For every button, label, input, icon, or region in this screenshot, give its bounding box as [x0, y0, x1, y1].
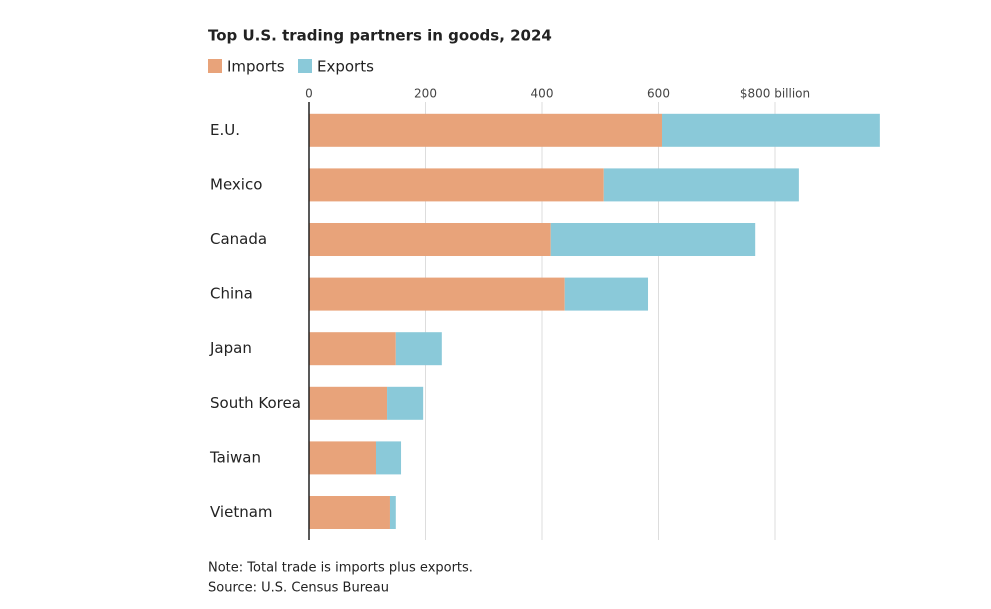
legend-swatch	[208, 59, 222, 73]
bar	[309, 441, 376, 475]
legend-swatch	[298, 59, 312, 73]
x-tick-label: 0	[305, 87, 313, 101]
bar	[309, 223, 551, 256]
x-tick-label: 200	[414, 87, 437, 101]
category-label: Mexico	[210, 175, 262, 193]
legend-label: Exports	[317, 58, 374, 76]
category-label: Vietnam	[210, 503, 273, 521]
bar	[309, 496, 390, 529]
category-label: Canada	[210, 230, 267, 248]
bar	[603, 168, 799, 202]
bar	[389, 496, 396, 529]
bar	[309, 277, 565, 311]
bar	[395, 332, 442, 366]
chart-title: Top U.S. trading partners in goods, 2024	[208, 27, 552, 45]
x-tick-label: 600	[647, 87, 670, 101]
category-label: Japan	[209, 339, 252, 357]
legend-label: Imports	[227, 58, 285, 76]
category-label: South Korea	[210, 394, 301, 412]
bar	[309, 168, 604, 202]
category-label: Taiwan	[209, 448, 261, 466]
x-tick-label: 400	[531, 87, 554, 101]
category-label: E.U.	[210, 121, 240, 139]
bar	[387, 386, 424, 420]
bar	[661, 113, 880, 147]
bar	[309, 386, 388, 420]
bar	[309, 113, 662, 147]
x-tick-label: $800 billion	[740, 87, 810, 101]
category-label: China	[210, 285, 253, 303]
bar	[564, 277, 649, 311]
bar	[309, 332, 396, 366]
note: Note: Total trade is imports plus export…	[208, 561, 473, 576]
source: Source: U.S. Census Bureau	[208, 581, 389, 596]
bar	[375, 441, 402, 475]
bar	[550, 223, 756, 256]
